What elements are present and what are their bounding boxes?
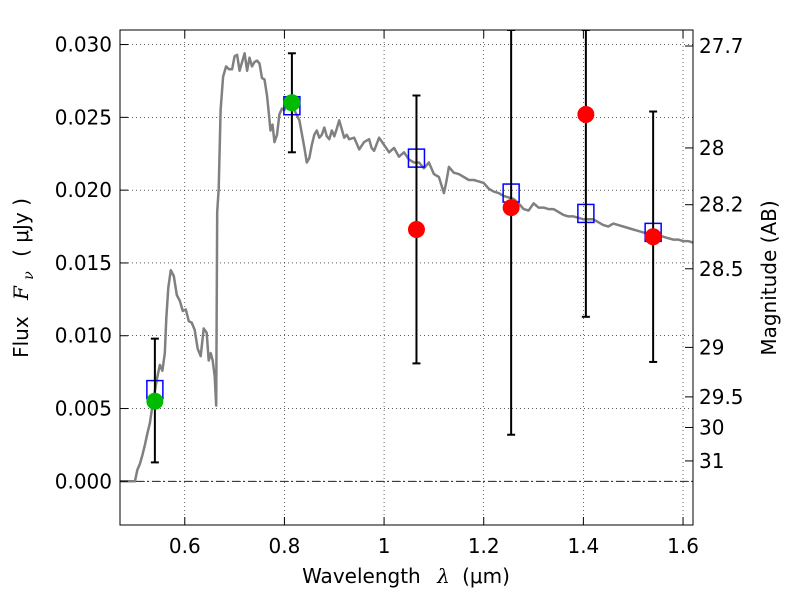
plot-area [120,30,693,483]
x-tick-label: 0.8 [269,534,301,558]
observed-point [407,220,425,238]
observed-point [644,228,662,246]
y-tick-label: 0.005 [55,397,112,421]
x-axis-label-symbol: λ [436,564,450,588]
y2-tick-label: 27.7 [699,34,744,58]
x-tick-label: 1.6 [667,534,699,558]
observed-point [577,105,595,123]
x-tick-label: 0.6 [169,534,201,558]
y-tick-label: 0.020 [55,178,112,202]
x-tick-label: 1.4 [567,534,599,558]
y-axis-label-symbol: F [9,285,33,301]
y-tick-label: 0.000 [55,469,112,493]
plot-frame [119,29,694,526]
x-tick-label: 1 [378,534,391,558]
y-axis-label-unit: ( μJy ) [9,198,33,257]
y-tick-label: 0.015 [55,251,112,275]
y2-tick-label: 29.5 [699,385,744,409]
model-sed-line [120,52,693,483]
x-axis-label-prefix: Wavelength [302,564,421,588]
y2-tick-label: 28.2 [699,193,744,217]
x-tick-label: 1.2 [468,534,500,558]
y2-tick-label: 28.5 [699,257,744,281]
axis-ticks: 0.6 0.8 1 1.2 1.4 1.6 0.000 0.005 0.010 0.015 0.02… [55,30,744,558]
y2-tick-label: 30 [699,415,724,439]
y2-tick-label: 28 [699,136,724,160]
y-axis-label-subscript: ν [21,271,37,280]
y2-tick-label: 29 [699,335,724,359]
grid [120,30,693,525]
observed-point [283,94,301,112]
y2-axis-label: Magnitude (AB) [757,200,781,355]
observed-point [502,199,520,217]
y-axis-label: Flux F ν ( μJy ) [9,198,38,358]
y-tick-label: 0.025 [55,105,112,129]
y2-tick-label: 31 [699,449,724,473]
y-tick-label: 0.030 [55,33,112,57]
x-axis-label: Wavelength λ (μm) [302,564,510,588]
observed-point [146,392,164,410]
y-tick-label: 0.010 [55,324,112,348]
x-axis-label-unit: (μm) [462,564,510,588]
y-axis-label-prefix: Flux [9,316,33,358]
